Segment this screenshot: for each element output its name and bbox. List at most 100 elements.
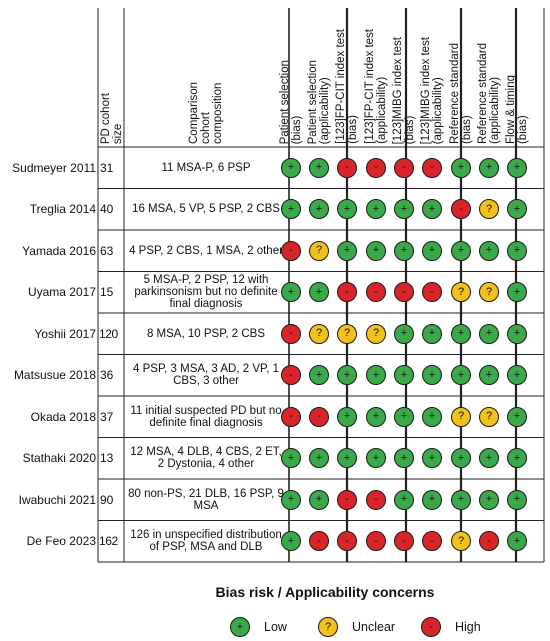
header-domain-5: [123]MIBG index test (applicability): [420, 37, 444, 144]
header-domain-4-line: (bias): [404, 115, 416, 144]
header-domain-2-line: (bias): [347, 115, 359, 144]
rating-unclear-icon: ?: [451, 282, 471, 303]
header-cohort-size-line: size: [112, 123, 124, 144]
rating-unclear-icon: ?: [451, 406, 471, 427]
rating-low-icon: +: [366, 406, 386, 427]
study-name: De Feo 2023: [26, 534, 96, 549]
cohort-size: 36: [100, 368, 114, 383]
rating-high-icon: -: [366, 282, 386, 303]
header-domain-4: [123]MIBG index test (bias): [392, 37, 416, 144]
header-domain-8: Flow & timing (bias): [505, 75, 529, 144]
legend-low-icon: +: [230, 617, 250, 637]
comparison-composition: 80 non-PS, 21 DLB, 16 PSP, 9 MSA: [128, 487, 284, 512]
rating-low-icon: +: [479, 448, 499, 469]
header-domain-1: Patient selection (applicability): [307, 60, 331, 144]
rating-low-icon: +: [309, 365, 329, 386]
header-comparison-line: cohort: [200, 112, 212, 144]
study-name: Yamada 2016: [22, 243, 96, 258]
header-domain-1-line: (applicability): [319, 76, 331, 144]
rating-low-icon: +: [451, 157, 471, 178]
study-name: Uyama 2017: [27, 285, 96, 300]
legend-label: Unclear: [352, 620, 396, 634]
header-comparison-line: Comparison: [188, 82, 200, 144]
rating-low-icon: +: [507, 282, 527, 303]
header-domain-7-line: (applicability): [489, 76, 501, 144]
rating-low-icon: +: [451, 448, 471, 469]
header-domain-5-line: (applicability): [432, 76, 444, 144]
rating-unclear-icon: ?: [309, 323, 329, 344]
rating-low-icon: +: [479, 157, 499, 178]
rating-low-icon: +: [309, 157, 329, 178]
rating-low-icon: +: [281, 199, 301, 220]
header-domain-7-line: Reference standard: [477, 42, 489, 144]
rating-low-icon: +: [281, 448, 301, 469]
rating-low-icon: +: [337, 365, 357, 386]
bias-caption: Bias risk / Applicability concerns: [215, 584, 435, 600]
rating-unclear-icon: ?: [366, 323, 386, 344]
rating-low-icon: +: [366, 365, 386, 386]
header-domain-7: Reference standard (applicability): [477, 43, 501, 144]
cohort-size: 13: [100, 451, 114, 466]
rating-low-icon: +: [366, 199, 386, 220]
rating-high-icon: -: [394, 282, 414, 303]
rating-low-icon: +: [422, 365, 442, 386]
rating-high-icon: -: [394, 531, 414, 552]
rating-unclear-icon: ?: [309, 240, 329, 261]
cohort-size: 120: [99, 326, 118, 341]
comparison-composition: 5 MSA-P, 2 PSP, 12 with parkinsonism but…: [134, 274, 278, 311]
rating-low-icon: +: [394, 323, 414, 344]
rating-low-icon: +: [309, 448, 329, 469]
header-domain-1-line: Patient selection: [307, 59, 319, 144]
rating-low-icon: +: [507, 489, 527, 510]
header-domain-6: Reference standard (bias): [449, 43, 473, 144]
legend-item-unclear: ? Unclear: [318, 617, 395, 637]
header-domain-2-line: [123]FP-CIT index test: [335, 29, 347, 144]
rating-low-icon: +: [479, 489, 499, 510]
rating-low-icon: +: [507, 531, 527, 552]
rating-low-icon: +: [281, 157, 301, 178]
cohort-size: 15: [100, 285, 114, 300]
rating-low-icon: +: [366, 448, 386, 469]
header-cohort-size-line: PD cohort: [100, 92, 112, 144]
rating-low-icon: +: [394, 365, 414, 386]
header-cohort-size: PD cohort size: [100, 93, 124, 144]
rating-unclear-icon: ?: [479, 406, 499, 427]
rating-high-icon: -: [366, 157, 386, 178]
rating-low-icon: +: [309, 282, 329, 303]
comparison-composition: 11 MSA-P, 6 PSP: [161, 161, 251, 174]
header-comparison: Comparison cohort composition: [188, 82, 224, 144]
legend-item-low: + Low: [230, 617, 287, 637]
rating-low-icon: +: [309, 199, 329, 220]
cohort-size: 31: [100, 160, 114, 175]
rating-high-icon: -: [281, 240, 301, 261]
rating-unclear-icon: ?: [479, 282, 499, 303]
legend-label: High: [455, 620, 481, 634]
rating-low-icon: +: [422, 199, 442, 220]
study-name: Yoshii 2017: [34, 326, 96, 341]
rating-low-icon: +: [394, 489, 414, 510]
rating-low-icon: +: [422, 240, 442, 261]
rating-low-icon: +: [366, 240, 386, 261]
rating-high-icon: -: [337, 489, 357, 510]
comparison-composition: 4 PSP, 3 MSA, 3 AD, 2 VP, 1 CBS, 3 other: [133, 363, 279, 388]
cohort-size: 40: [100, 202, 114, 217]
rating-low-icon: +: [507, 406, 527, 427]
rating-high-icon: -: [422, 157, 442, 178]
cohort-size: 37: [100, 409, 114, 424]
study-name: Treglia 2014: [29, 202, 96, 217]
rating-low-icon: +: [422, 406, 442, 427]
cohort-size: 162: [99, 534, 118, 549]
rating-low-icon: +: [394, 448, 414, 469]
rating-low-icon: +: [394, 199, 414, 220]
rating-low-icon: +: [507, 365, 527, 386]
rating-low-icon: +: [309, 489, 329, 510]
header-domain-0-line: (bias): [291, 115, 303, 144]
study-name: Stathaki 2020: [22, 451, 96, 466]
rating-low-icon: +: [337, 199, 357, 220]
rating-unclear-icon: ?: [479, 199, 499, 220]
rating-low-icon: +: [451, 323, 471, 344]
comparison-composition: 126 in unspecified distribution of PSP, …: [130, 529, 282, 554]
rating-high-icon: -: [309, 531, 329, 552]
rating-high-icon: -: [281, 365, 301, 386]
